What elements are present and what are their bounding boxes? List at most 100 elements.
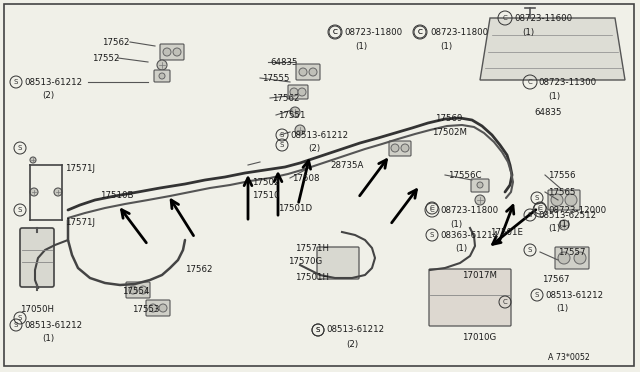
Text: (1): (1) [548,224,560,232]
Text: S: S [18,145,22,151]
Circle shape [551,194,563,206]
Text: 08363-61214: 08363-61214 [440,231,498,240]
Circle shape [129,286,137,294]
FancyBboxPatch shape [154,70,170,82]
Text: 17017M: 17017M [462,270,497,279]
Circle shape [54,188,62,196]
Text: C: C [418,29,422,35]
Text: 17551: 17551 [278,110,305,119]
Text: 08513-61212: 08513-61212 [545,291,603,299]
Circle shape [477,182,483,188]
FancyBboxPatch shape [288,85,308,99]
Polygon shape [480,18,625,80]
Circle shape [559,220,569,230]
FancyBboxPatch shape [146,300,170,316]
Text: 17556C: 17556C [448,170,481,180]
Text: S: S [528,212,532,218]
Circle shape [290,88,298,96]
FancyBboxPatch shape [471,179,489,192]
Text: 17571J: 17571J [65,164,95,173]
Text: S: S [535,195,539,201]
Text: 08513-61212: 08513-61212 [24,77,82,87]
Text: 17562: 17562 [185,266,212,275]
Text: (1): (1) [556,304,568,312]
Circle shape [30,188,38,196]
FancyBboxPatch shape [296,64,320,80]
Circle shape [139,286,147,294]
Text: 17502M: 17502M [432,128,467,137]
Circle shape [30,157,36,163]
Text: 17562: 17562 [272,93,300,103]
Text: 17571H: 17571H [295,244,329,253]
Text: (1): (1) [558,219,570,228]
Text: C: C [333,29,337,35]
Circle shape [401,144,409,152]
FancyBboxPatch shape [389,141,411,156]
Text: 08723-11800: 08723-11800 [430,28,488,36]
Text: 17050H: 17050H [20,305,54,314]
Text: 17502: 17502 [252,177,280,186]
FancyBboxPatch shape [317,247,359,279]
Text: S: S [430,232,434,238]
Text: 17557: 17557 [558,247,586,257]
Text: 08513-61212: 08513-61212 [24,321,82,330]
Circle shape [574,252,586,264]
Text: C: C [538,207,542,213]
Text: 17508: 17508 [292,173,319,183]
Circle shape [159,304,167,312]
Text: 08513-61212: 08513-61212 [326,326,384,334]
Text: (2): (2) [346,340,358,349]
Text: 17501E: 17501E [490,228,523,237]
FancyBboxPatch shape [555,247,589,269]
Text: 17570G: 17570G [288,257,323,266]
Text: 17556: 17556 [548,170,575,180]
Text: (2): (2) [308,144,320,153]
Text: 08723-11800: 08723-11800 [344,28,402,36]
Text: S: S [280,142,284,148]
Circle shape [475,195,485,205]
Text: (1): (1) [42,334,54,343]
Text: 17510B: 17510B [100,190,134,199]
Text: (1): (1) [440,42,452,51]
Text: (1): (1) [355,42,367,51]
Text: (1): (1) [455,244,467,253]
Text: S: S [316,327,320,333]
Text: 08723-11800: 08723-11800 [440,205,498,215]
Text: 17554: 17554 [122,288,150,296]
Text: 08723-12000: 08723-12000 [548,205,606,215]
Circle shape [173,48,181,56]
Circle shape [149,304,157,312]
Text: S: S [528,247,532,253]
FancyBboxPatch shape [20,228,54,287]
FancyBboxPatch shape [548,190,580,210]
Text: A 73*0052: A 73*0052 [548,353,590,362]
Circle shape [309,68,317,76]
Text: 08513-62512: 08513-62512 [538,211,596,219]
Text: 17569: 17569 [435,113,462,122]
Circle shape [299,68,307,76]
Text: 08723-11300: 08723-11300 [538,77,596,87]
Text: S: S [535,292,539,298]
Text: S: S [18,315,22,321]
Text: C: C [333,29,337,35]
Text: 17552: 17552 [92,54,120,62]
Text: (1): (1) [450,219,462,228]
Text: S: S [280,132,284,138]
Text: 17010G: 17010G [462,334,496,343]
Circle shape [163,48,171,56]
Circle shape [558,252,570,264]
Text: C: C [502,299,508,305]
Text: 17555: 17555 [262,74,289,83]
FancyBboxPatch shape [126,282,150,298]
Text: 17501D: 17501D [278,203,312,212]
Text: C: C [418,29,422,35]
Text: 17562: 17562 [102,38,129,46]
Text: 28735A: 28735A [330,160,364,170]
Circle shape [391,144,399,152]
Text: C: C [502,15,508,21]
Text: 17567: 17567 [542,276,570,285]
Text: 17571J: 17571J [65,218,95,227]
Text: 17501H: 17501H [295,273,329,282]
Circle shape [295,125,305,135]
Text: C: C [429,205,435,211]
